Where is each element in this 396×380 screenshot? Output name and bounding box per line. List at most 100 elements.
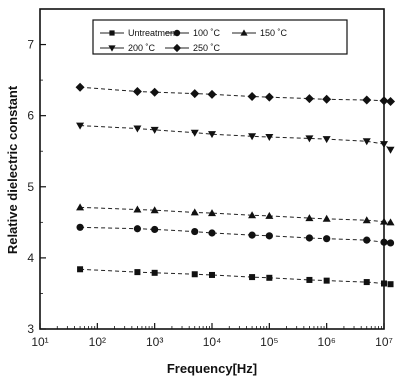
series-line	[80, 125, 391, 151]
data-point	[363, 236, 371, 244]
x-tick-label: 10⁷	[375, 335, 393, 349]
legend-label: Untreatment	[128, 28, 178, 38]
data-point	[380, 238, 388, 246]
data-point	[207, 89, 217, 99]
legend-item: Untreatment	[100, 28, 178, 38]
legend-marker	[108, 45, 116, 52]
legend-label: 100 ˚C	[193, 28, 221, 38]
y-ticks: 3 4 5 6 7	[27, 38, 46, 336]
data-point	[191, 227, 199, 236]
data-point	[322, 214, 331, 222]
data-point	[363, 279, 370, 286]
data-point	[190, 129, 199, 137]
series-square	[77, 266, 394, 288]
x-tick-label: 10²	[89, 335, 106, 349]
series-triangle-down	[76, 122, 395, 154]
data-point	[266, 274, 273, 281]
data-point	[190, 208, 199, 216]
data-point	[76, 223, 84, 231]
data-point	[362, 138, 371, 146]
data-point	[248, 211, 257, 219]
data-point	[304, 94, 314, 104]
legend-item: 100 ˚C	[165, 28, 221, 38]
legend-box	[92, 19, 348, 55]
x-tick-label: 10⁵	[260, 335, 278, 349]
x-tick-label: 10⁶	[318, 335, 336, 349]
data-point	[323, 235, 331, 243]
data-point	[380, 217, 388, 225]
data-point	[76, 122, 85, 130]
data-point	[133, 225, 142, 233]
data-point	[381, 280, 387, 287]
data-point	[362, 95, 372, 105]
data-point	[265, 134, 274, 141]
y-axis-label: Relative dielectric constant	[5, 85, 20, 254]
y-tick-label: 7	[27, 38, 34, 52]
data-point	[150, 206, 159, 214]
data-point	[379, 96, 389, 106]
legend-marker	[173, 29, 181, 37]
data-point	[265, 232, 273, 240]
data-point	[132, 86, 142, 96]
y-tick-label: 3	[27, 322, 34, 336]
legend-marker	[172, 43, 182, 53]
data-point	[265, 211, 274, 219]
legend-marker	[109, 30, 115, 36]
data-point	[133, 205, 142, 213]
data-point	[247, 91, 257, 101]
data-point	[249, 274, 256, 281]
data-point	[386, 218, 395, 226]
data-point	[322, 94, 332, 104]
data-point	[208, 229, 216, 237]
series-diamond	[75, 82, 396, 106]
data-point	[322, 136, 331, 144]
data-point	[134, 269, 141, 276]
data-point	[323, 277, 330, 284]
data-point	[76, 203, 85, 211]
data-point	[248, 231, 256, 239]
data-point	[133, 125, 142, 133]
data-point	[306, 276, 313, 283]
x-tick-label: 10³	[146, 335, 163, 349]
data-point	[305, 214, 314, 222]
series-layer	[75, 82, 396, 288]
data-point	[191, 271, 198, 278]
data-point	[151, 225, 159, 234]
legend-marker	[240, 29, 248, 36]
data-point	[77, 266, 84, 273]
data-point	[151, 269, 158, 276]
x-tick-label: 10⁴	[203, 335, 222, 349]
data-point	[386, 96, 396, 106]
x-axis-label: Frequency[Hz]	[167, 361, 257, 376]
data-point	[248, 133, 257, 141]
data-point	[190, 89, 200, 99]
data-point	[386, 239, 395, 247]
y-tick-label: 6	[27, 109, 34, 123]
legend-label: 150 ˚C	[260, 28, 288, 38]
data-point	[264, 92, 274, 102]
series-line	[80, 86, 391, 102]
series-circle	[76, 223, 395, 247]
series-line	[80, 226, 391, 244]
data-point	[380, 141, 388, 149]
data-point	[208, 131, 216, 139]
legend-item: 250 ˚C	[165, 43, 221, 53]
data-point	[305, 234, 314, 242]
y-tick-label: 5	[27, 180, 34, 194]
data-point	[362, 216, 371, 224]
data-point	[208, 209, 216, 217]
y-tick-label: 4	[27, 251, 34, 265]
series-line	[80, 268, 391, 285]
legend-items: Untreatment 100 ˚C 150 ˚C 200 ˚C 250 ˚C	[100, 28, 288, 53]
series-line	[80, 206, 391, 223]
data-point	[387, 281, 394, 288]
legend-label: 200 ˚C	[128, 43, 156, 53]
data-point	[386, 146, 395, 154]
data-point	[150, 87, 160, 97]
legend-item: 150 ˚C	[232, 28, 288, 38]
data-point	[150, 126, 159, 134]
legend: Untreatment 100 ˚C 150 ˚C 200 ˚C 250 ˚C	[92, 19, 348, 55]
data-point	[75, 82, 85, 92]
x-ticks: 10¹ 10² 10³ 10⁴ 10⁵ 10⁶ 10⁷	[31, 323, 393, 349]
